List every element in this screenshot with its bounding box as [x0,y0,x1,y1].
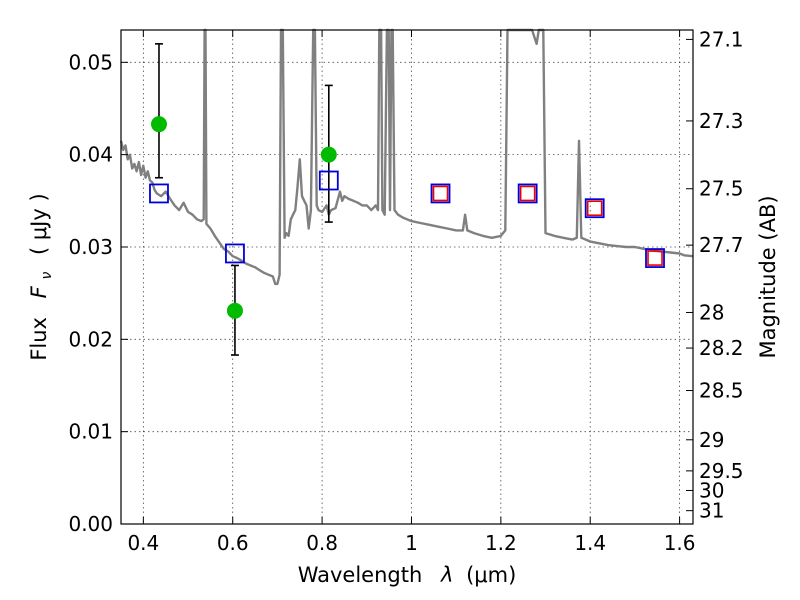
errorbar-layer [154,43,333,356]
x-tick-label: 1.4 [574,531,606,555]
x-axis-ticks: 0.4 0.6 0.8 1 1.2 1.4 1.6 [127,30,696,555]
model-inner-square [586,200,603,217]
magnitude-tick-label: 27.7 [699,233,744,257]
magnitude-tick-label: 27.3 [699,109,744,133]
x-tick-label: 0.4 [127,531,159,555]
x-tick-label: 0.8 [306,531,338,555]
model-point [645,248,665,268]
magnitude-tick-label: 27.5 [699,177,744,201]
magnitude-tick-label: 28.2 [699,336,744,360]
model-point [430,183,451,204]
model-point [584,198,605,219]
magnitude-tick-label: 28 [699,300,724,324]
magnitude-tick-label: 29.5 [699,459,744,483]
model-point [517,183,538,204]
y-tick-label: 0.00 [68,512,113,536]
magnitude-tick-label: 29 [699,428,724,452]
y-tick-label: 0.04 [68,143,113,167]
observed-point [226,302,243,319]
magnitude-axis-label: Magnitude (AB) [756,195,780,358]
model-point [318,170,339,191]
observed-point [320,146,337,163]
spectrum-layer [119,28,694,286]
y-tick-label: 0.03 [68,235,113,259]
model-points [149,170,665,268]
y-tick-label: 0.02 [68,327,113,351]
model-point [225,243,245,264]
spectrum-line [119,28,694,286]
model-inner-square [647,250,663,266]
x-tick-label: 1 [405,531,418,555]
y-axis-ticks: 0.00 0.01 0.02 0.03 0.04 0.05 [68,50,128,536]
x-axis-label: Wavelength λ (μm) [298,563,517,587]
model-inner-square [432,185,449,202]
x-tick-label: 0.6 [217,531,249,555]
plot-frame [120,29,694,525]
y-tick-label: 0.05 [68,50,113,74]
observed-points [150,116,337,319]
y-axis-label: Flux F ν ( μJy ) [27,193,56,360]
magnitude-tick-label: 27.1 [699,27,744,51]
magnitude-tick-label: 28.5 [699,379,744,403]
model-point [149,183,169,204]
magnitude-tick-label: 31 [699,499,724,523]
y-tick-label: 0.01 [68,420,113,444]
observed-point [150,116,167,133]
x-tick-label: 1.6 [664,531,696,555]
model-inner-square [519,185,536,202]
x-tick-label: 1.2 [485,531,517,555]
magnitude-tick-label: 30 [699,478,724,502]
